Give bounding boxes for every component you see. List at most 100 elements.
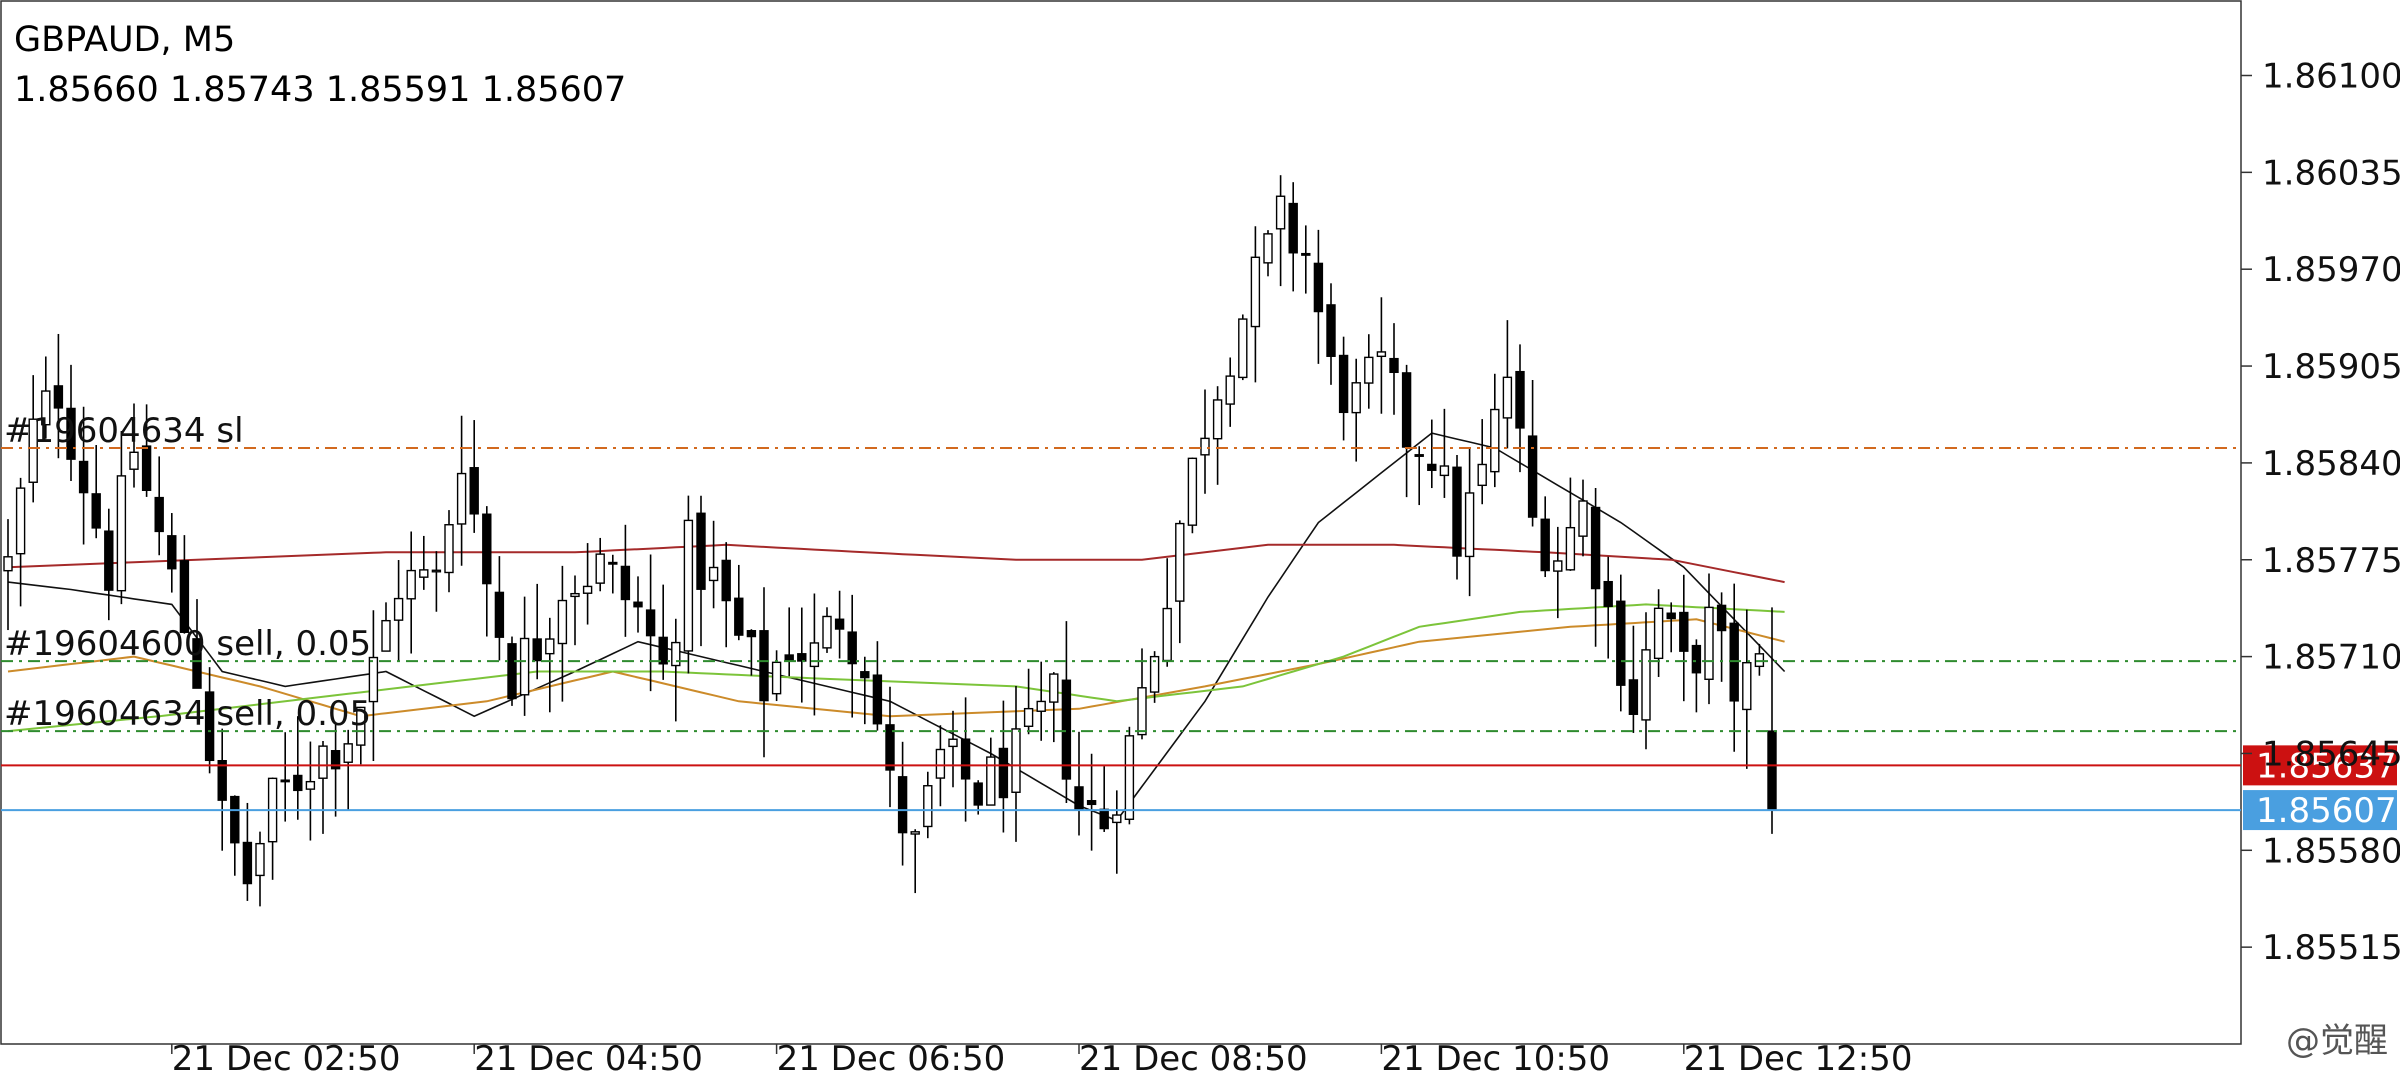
candle — [1691, 639, 1702, 713]
candle-body-bear — [192, 638, 202, 689]
candle — [658, 584, 668, 680]
candle — [1527, 380, 1538, 527]
candle-body-bull — [1653, 607, 1664, 660]
candle — [545, 617, 555, 713]
candle-body-bear — [734, 597, 744, 636]
candle — [734, 564, 744, 641]
candle-body-bull — [406, 569, 416, 600]
candle — [1616, 574, 1626, 712]
price-axis-background — [2242, 0, 2400, 1080]
candle-body-bear — [1313, 262, 1324, 313]
candle — [1540, 496, 1550, 578]
candle — [1376, 297, 1387, 414]
candle-body-bull — [1704, 606, 1714, 680]
candle-body-bear — [872, 674, 883, 725]
candle — [923, 771, 933, 839]
candle-body-bear — [759, 630, 769, 702]
candle-body-bull — [1149, 655, 1160, 693]
candle-body-bear — [1527, 435, 1538, 518]
candle-body-bear — [53, 385, 64, 409]
candle-body-bull — [671, 641, 681, 667]
candle-body-bear — [1061, 679, 1072, 780]
candle-body-bull — [15, 487, 26, 555]
candle — [15, 477, 26, 607]
candle-body-bear — [230, 795, 240, 844]
candle — [1212, 386, 1223, 485]
candle-body-bull — [1351, 382, 1361, 414]
candle — [1250, 226, 1261, 383]
candle-body-bull — [1238, 318, 1248, 379]
candle-body-bull — [1137, 687, 1147, 736]
price-tick-label: 1.85905 — [2262, 347, 2400, 387]
candle — [456, 415, 467, 566]
candle — [960, 697, 971, 822]
candle — [1112, 790, 1122, 874]
candle-body-bull — [1464, 492, 1475, 558]
candle — [1124, 726, 1135, 825]
candle — [431, 551, 442, 612]
candle-body-bull — [948, 738, 958, 748]
candle-body-bull — [822, 615, 832, 649]
candle-body-bear — [797, 653, 807, 662]
candle-body-bear — [620, 565, 631, 601]
candle — [1439, 408, 1450, 498]
candle — [3, 519, 13, 631]
candle — [834, 590, 845, 659]
candle — [1086, 753, 1097, 851]
candle — [1225, 357, 1235, 427]
candle-body-bear — [658, 636, 668, 665]
candle-body-bear — [293, 774, 303, 792]
candle-body-bear — [1729, 622, 1739, 702]
candle-body-bull — [557, 599, 568, 645]
candle-body-bear — [469, 467, 479, 515]
candle — [1389, 323, 1399, 415]
candle-body-bull — [1250, 256, 1261, 328]
candle — [759, 587, 769, 758]
price-tick-label: 1.86100 — [2262, 57, 2400, 97]
candle-body-bull — [708, 566, 719, 582]
candle — [1414, 446, 1424, 506]
price-tick-label: 1.85645 — [2262, 734, 2400, 774]
candle — [381, 602, 391, 652]
candle-body-bull — [1263, 233, 1273, 264]
candle-body-bear — [532, 638, 542, 662]
candle-body-bull — [305, 780, 316, 790]
candle — [771, 650, 782, 702]
candle-body-bull — [3, 556, 13, 572]
candle — [78, 406, 89, 545]
candle-body-bull — [1124, 735, 1135, 820]
candle-body-bear — [1074, 786, 1084, 811]
candle-body-bull — [1364, 356, 1374, 384]
candle — [141, 404, 152, 497]
candle — [1590, 488, 1601, 647]
bid-line-tag — [2243, 745, 2397, 786]
candle — [66, 364, 76, 481]
candle — [570, 575, 580, 646]
last-line-tag-label: 1.85607 — [2256, 791, 2397, 831]
candle-body-bear — [696, 512, 706, 590]
candle-body-bear — [482, 513, 492, 585]
candle-body-bull — [393, 597, 404, 621]
candle-body-bear — [1427, 463, 1437, 471]
candle — [1603, 556, 1613, 659]
candle — [1288, 182, 1298, 292]
candle-body-bull — [1742, 661, 1752, 711]
candle — [1301, 225, 1311, 294]
candle — [948, 710, 958, 788]
candle — [1704, 573, 1714, 705]
candle-body-bull — [1036, 700, 1046, 712]
candle — [620, 524, 631, 637]
candle — [582, 543, 593, 625]
candle — [255, 831, 265, 907]
time-tick-label: 21 Dec 02:50 — [172, 1039, 401, 1079]
candle-body-bull — [381, 619, 391, 652]
candle-body-bull — [1477, 463, 1487, 487]
candle — [721, 542, 731, 648]
candle — [230, 795, 240, 876]
candle-body-bull — [431, 569, 442, 573]
candle — [1023, 668, 1034, 735]
candle-body-bull — [986, 756, 996, 806]
candle — [343, 729, 353, 811]
time-tick-label: 21 Dec 06:50 — [777, 1039, 1006, 1079]
candle — [167, 513, 177, 593]
